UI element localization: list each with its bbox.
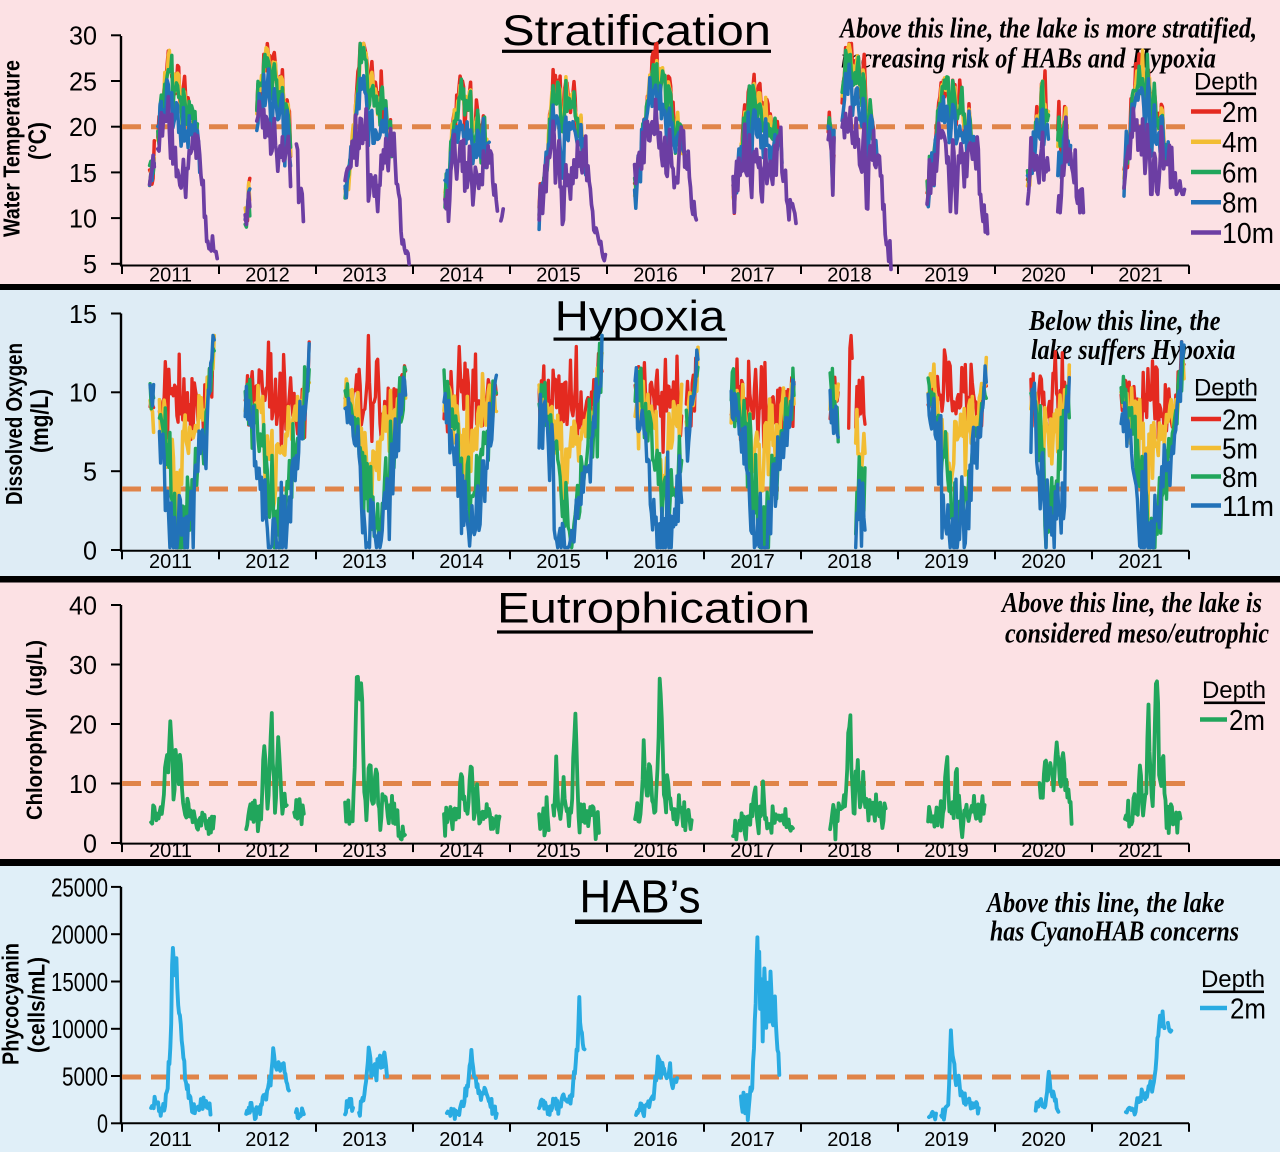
svg-text:2021: 2021 (1118, 1129, 1163, 1151)
svg-text:8m: 8m (1222, 188, 1258, 220)
svg-text:2019: 2019 (924, 265, 969, 287)
svg-text:2021: 2021 (1118, 265, 1163, 287)
svg-text:15000: 15000 (51, 967, 108, 997)
svg-text:2013: 2013 (342, 551, 387, 573)
svg-text:Phycocyanin: Phycocyanin (0, 943, 24, 1065)
svg-text:2012: 2012 (245, 551, 290, 573)
svg-text:lake suffers Hypoxia: lake suffers Hypoxia (1031, 335, 1236, 366)
svg-text:2021: 2021 (1118, 551, 1163, 573)
svg-text:40: 40 (69, 590, 97, 620)
svg-text:2018: 2018 (827, 1129, 872, 1151)
svg-text:2018: 2018 (827, 840, 872, 862)
svg-text:30: 30 (69, 21, 97, 51)
svg-text:2011: 2011 (149, 1129, 192, 1151)
svg-text:2021: 2021 (1118, 840, 1163, 862)
svg-text:has CyanoHAB concerns: has CyanoHAB concerns (990, 917, 1239, 948)
svg-text:20: 20 (69, 112, 97, 142)
svg-text:25000: 25000 (51, 872, 108, 902)
svg-text:Water Temperature: Water Temperature (0, 60, 25, 237)
svg-text:25: 25 (69, 66, 97, 96)
svg-text:2015: 2015 (536, 840, 581, 862)
svg-text:2017: 2017 (730, 551, 775, 573)
svg-text:2014: 2014 (439, 551, 484, 573)
svg-text:2014: 2014 (439, 265, 484, 287)
svg-text:Depth: Depth (1194, 375, 1258, 402)
svg-text:Chlorophyll (ug/L): Chlorophyll (ug/L) (22, 640, 47, 820)
svg-text:2012: 2012 (245, 265, 290, 287)
svg-text:2019: 2019 (924, 551, 969, 573)
svg-text:2017: 2017 (730, 265, 775, 287)
svg-text:2016: 2016 (633, 551, 678, 573)
svg-text:11m: 11m (1222, 491, 1274, 523)
svg-text:HAB’s: HAB’s (580, 870, 701, 922)
svg-text:Above this line, the lake is m: Above this line, the lake is more strati… (838, 14, 1257, 45)
svg-text:(mg/L): (mg/L) (26, 389, 54, 453)
svg-text:Depth: Depth (1201, 966, 1265, 993)
svg-text:8m: 8m (1222, 462, 1258, 494)
svg-text:30: 30 (69, 650, 97, 680)
svg-text:(°C): (°C) (24, 122, 52, 160)
svg-text:10000: 10000 (51, 1014, 108, 1044)
svg-text:2m: 2m (1222, 97, 1258, 129)
svg-text:2013: 2013 (342, 265, 387, 287)
svg-text:Eutrophication: Eutrophication (497, 584, 810, 632)
svg-text:2013: 2013 (342, 1129, 387, 1151)
svg-text:2019: 2019 (924, 1129, 969, 1151)
svg-text:2011: 2011 (149, 265, 192, 287)
svg-text:(cells/mL): (cells/mL) (24, 957, 50, 1053)
svg-text:2014: 2014 (439, 1129, 484, 1151)
svg-text:2012: 2012 (245, 840, 290, 862)
svg-text:Dissolved Oxygen: Dissolved Oxygen (1, 343, 27, 505)
svg-text:0: 0 (83, 828, 97, 858)
svg-text:0: 0 (97, 1109, 108, 1139)
svg-text:10m: 10m (1222, 218, 1274, 250)
svg-text:2019: 2019 (924, 840, 969, 862)
svg-text:10: 10 (69, 378, 97, 408)
svg-text:Below this line, the: Below this line, the (1028, 306, 1220, 337)
svg-text:0: 0 (83, 535, 97, 565)
svg-text:2015: 2015 (536, 551, 581, 573)
svg-text:2m: 2m (1229, 705, 1265, 737)
svg-text:15: 15 (69, 299, 97, 329)
svg-text:2015: 2015 (536, 1129, 581, 1151)
svg-text:Above this line, the lake is: Above this line, the lake is (1000, 588, 1262, 619)
svg-text:20: 20 (69, 709, 97, 739)
svg-text:5: 5 (83, 457, 97, 487)
svg-text:4m: 4m (1222, 127, 1258, 159)
svg-text:Above this line, the lake: Above this line, the lake (985, 888, 1224, 919)
svg-text:20000: 20000 (51, 920, 108, 950)
svg-text:15: 15 (69, 158, 97, 188)
svg-text:2017: 2017 (730, 1129, 775, 1151)
svg-text:2m: 2m (1222, 404, 1258, 436)
svg-text:5: 5 (83, 249, 97, 279)
svg-text:2m: 2m (1230, 993, 1266, 1025)
svg-text:2020: 2020 (1021, 265, 1066, 287)
svg-text:5m: 5m (1222, 433, 1258, 465)
svg-text:5000: 5000 (62, 1061, 108, 1091)
svg-text:2016: 2016 (633, 265, 678, 287)
svg-text:Depth: Depth (1194, 69, 1258, 96)
svg-text:2018: 2018 (827, 265, 872, 287)
svg-text:2013: 2013 (342, 840, 387, 862)
svg-text:6m: 6m (1222, 157, 1258, 189)
svg-text:Depth: Depth (1202, 677, 1266, 704)
svg-text:2020: 2020 (1021, 551, 1066, 573)
svg-text:2016: 2016 (633, 1129, 678, 1151)
svg-text:considered meso/eutrophic: considered meso/eutrophic (1005, 619, 1269, 650)
svg-text:2020: 2020 (1021, 1129, 1066, 1151)
svg-text:2018: 2018 (827, 551, 872, 573)
svg-text:2012: 2012 (245, 1129, 290, 1151)
svg-text:2017: 2017 (730, 840, 775, 862)
svg-text:2015: 2015 (536, 265, 581, 287)
svg-text:10: 10 (69, 204, 97, 234)
svg-text:increasing risk of HABs and Hy: increasing risk of HABs and Hypoxia (841, 44, 1216, 75)
svg-text:2014: 2014 (439, 840, 484, 862)
svg-text:2020: 2020 (1021, 840, 1066, 862)
svg-text:10: 10 (69, 769, 97, 799)
svg-text:Hypoxia: Hypoxia (555, 293, 726, 341)
svg-text:2011: 2011 (149, 840, 192, 862)
svg-text:2016: 2016 (633, 840, 678, 862)
svg-text:Stratification: Stratification (502, 7, 771, 55)
svg-text:2011: 2011 (149, 551, 192, 573)
